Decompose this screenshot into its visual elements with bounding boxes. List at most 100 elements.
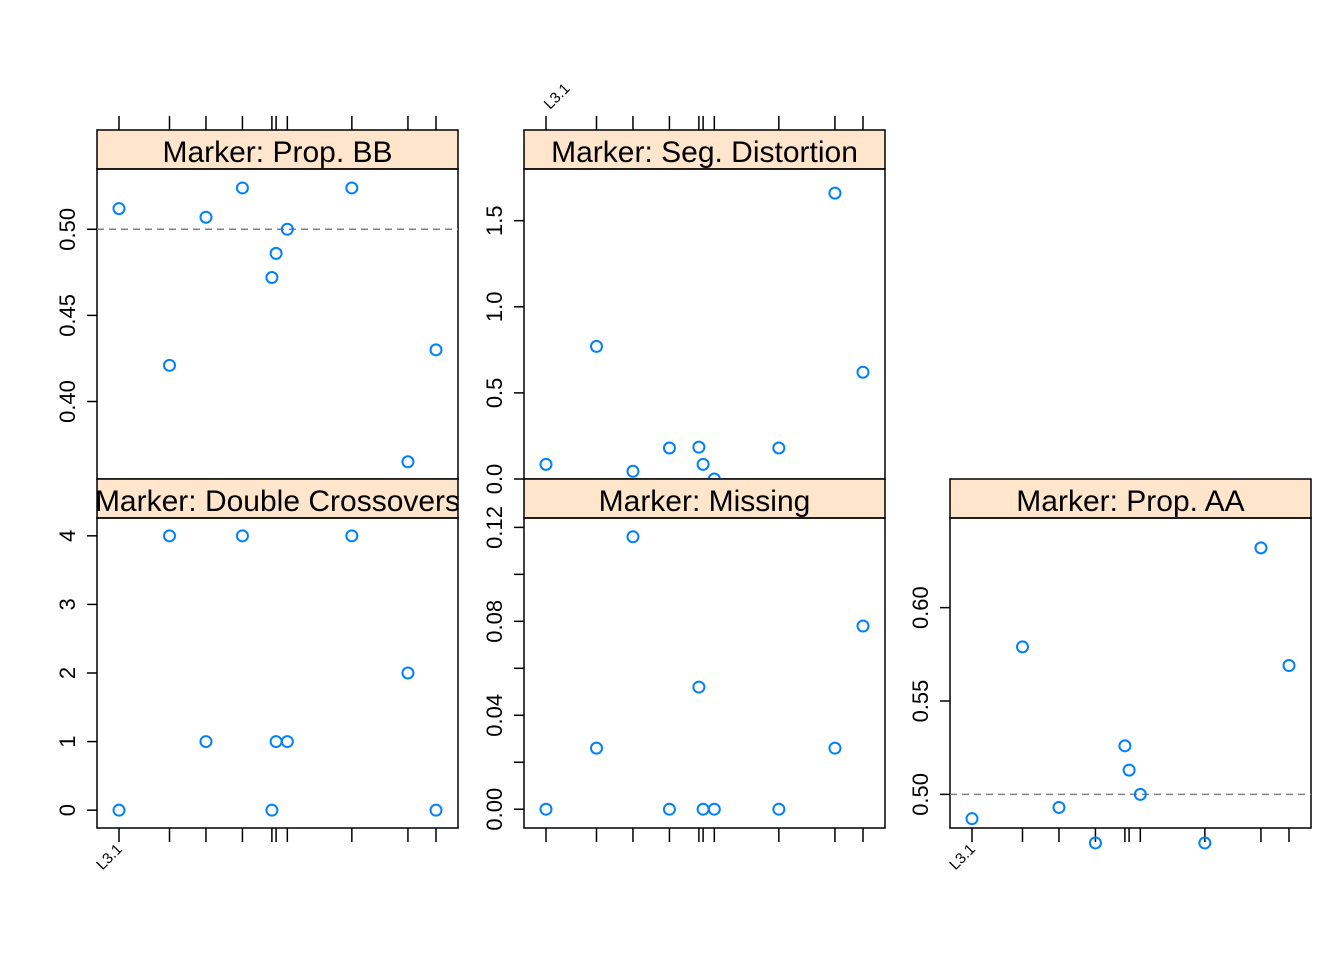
data-point bbox=[1133, 787, 1147, 801]
data-point bbox=[199, 210, 213, 224]
data-point bbox=[1282, 659, 1296, 673]
y-tick-label: 1.0 bbox=[482, 291, 507, 322]
data-point bbox=[539, 457, 553, 471]
y-tick-label: 0.45 bbox=[55, 294, 80, 337]
data-point bbox=[1118, 739, 1132, 753]
y-axis: 0.0 0.5 1.0 1.5 bbox=[482, 205, 524, 494]
data-point bbox=[965, 812, 979, 826]
x-axis: L3.1 bbox=[541, 80, 864, 130]
data-point bbox=[162, 529, 176, 543]
y-tick-label: 0.40 bbox=[55, 380, 80, 423]
data-point bbox=[265, 803, 279, 817]
data-point bbox=[692, 680, 706, 694]
x-tick-label: L3.1 bbox=[946, 841, 979, 874]
x-axis: L3.1 bbox=[946, 828, 1290, 874]
data-point bbox=[162, 358, 176, 372]
data-point bbox=[1088, 836, 1102, 850]
y-tick-label: 0 bbox=[55, 804, 80, 816]
data-point bbox=[235, 181, 249, 195]
data-points bbox=[539, 186, 870, 486]
y-tick-label: 0.50 bbox=[55, 208, 80, 251]
data-point bbox=[1052, 800, 1066, 814]
data-point bbox=[269, 246, 283, 260]
data-points bbox=[539, 530, 870, 816]
data-point bbox=[429, 803, 443, 817]
y-tick-label: 0.08 bbox=[482, 600, 507, 643]
panel-missing: Marker: Missing 0.00 0.04 0.08 0.12 bbox=[482, 478, 886, 842]
data-point bbox=[707, 802, 721, 816]
data-point bbox=[696, 457, 710, 471]
data-point bbox=[539, 802, 553, 816]
strip-background bbox=[96, 129, 459, 170]
data-point bbox=[235, 529, 249, 543]
panel-seg-distortion: Marker: Seg. Distortion 0.0 0.5 1.0 1.5 L3.… bbox=[482, 80, 886, 494]
data-point bbox=[626, 464, 640, 478]
data-points bbox=[112, 529, 443, 817]
data-point bbox=[112, 803, 126, 817]
y-tick-label: 0.50 bbox=[908, 773, 933, 816]
y-tick-label: 0.00 bbox=[482, 788, 507, 831]
data-point bbox=[112, 202, 126, 216]
panel-title: Marker: Prop. BB bbox=[162, 136, 392, 169]
data-point bbox=[345, 529, 359, 543]
data-point bbox=[772, 441, 786, 455]
panel-title: Marker: Missing bbox=[599, 485, 811, 518]
data-point bbox=[401, 455, 415, 469]
x-axis: L3.1 bbox=[93, 828, 437, 874]
x-tick-label: L3.1 bbox=[541, 80, 574, 113]
plot-frame bbox=[523, 168, 886, 480]
plot-frame bbox=[523, 517, 886, 829]
y-tick-label: 0.12 bbox=[482, 506, 507, 549]
y-tick-label: 2 bbox=[55, 667, 80, 679]
data-point bbox=[1254, 541, 1268, 555]
panel-prop-bb: Marker: Prop. BB 0.40 0.45 0.50 bbox=[55, 116, 459, 480]
data-point bbox=[1198, 836, 1212, 850]
y-axis: 0.40 0.45 0.50 bbox=[55, 208, 97, 423]
data-point bbox=[662, 802, 676, 816]
strip-background bbox=[96, 478, 459, 519]
y-axis: 0.00 0.04 0.08 0.12 bbox=[482, 506, 524, 831]
data-point bbox=[772, 802, 786, 816]
data-point bbox=[589, 741, 603, 755]
panel-title: Marker: Double Crossovers bbox=[95, 485, 460, 518]
data-point bbox=[662, 441, 676, 455]
x-tick-label: L3.1 bbox=[93, 841, 126, 874]
y-axis: 0.50 0.55 0.60 bbox=[908, 586, 950, 816]
data-point bbox=[856, 619, 870, 633]
y-tick-label: 1 bbox=[55, 735, 80, 747]
data-point bbox=[401, 666, 415, 680]
data-point bbox=[589, 339, 603, 353]
data-point bbox=[828, 186, 842, 200]
y-tick-label: 0.0 bbox=[482, 464, 507, 495]
data-points bbox=[965, 541, 1296, 850]
y-tick-label: 0.04 bbox=[482, 694, 507, 737]
y-axis: 0 1 2 3 4 bbox=[55, 530, 97, 816]
data-point bbox=[280, 222, 294, 236]
data-point bbox=[828, 741, 842, 755]
data-point bbox=[269, 735, 283, 749]
data-point bbox=[692, 440, 706, 454]
data-point bbox=[199, 735, 213, 749]
data-point bbox=[280, 735, 294, 749]
plot-frame bbox=[949, 517, 1312, 829]
panel-double-crossovers: Marker: Double Crossovers 0 1 2 3 4 L3.1 bbox=[55, 478, 460, 874]
y-tick-label: 0.60 bbox=[908, 586, 933, 629]
strip-background bbox=[523, 478, 886, 519]
y-tick-label: 3 bbox=[55, 598, 80, 610]
panel-prop-aa: Marker: Prop. AA 0.50 0.55 0.60 L3.1 bbox=[908, 478, 1312, 874]
data-point bbox=[696, 802, 710, 816]
data-point bbox=[265, 271, 279, 284]
x-axis bbox=[118, 116, 437, 130]
data-point bbox=[1122, 763, 1136, 777]
x-axis bbox=[545, 828, 864, 842]
plot-frame bbox=[96, 517, 459, 829]
data-points bbox=[112, 181, 443, 469]
data-point bbox=[626, 530, 640, 544]
data-point bbox=[345, 181, 359, 195]
panel-title: Marker: Seg. Distortion bbox=[551, 136, 858, 169]
y-tick-label: 1.5 bbox=[482, 205, 507, 236]
strip-background bbox=[523, 129, 886, 170]
data-point bbox=[856, 365, 870, 379]
data-point bbox=[1015, 640, 1029, 654]
